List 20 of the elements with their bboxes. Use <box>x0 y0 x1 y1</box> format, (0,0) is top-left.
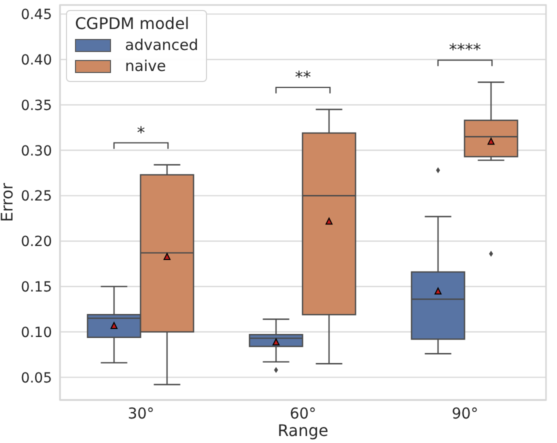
y-tick-label: 0.25 <box>20 188 52 205</box>
y-axis-title: Error <box>0 182 17 222</box>
legend-label: naive <box>124 57 167 75</box>
annotation: **** <box>449 40 481 60</box>
x-tick-label: 60° <box>290 404 316 423</box>
legend-label: advanced <box>124 36 198 54</box>
x-tick-label: 90° <box>452 404 478 423</box>
y-tick-label: 0.15 <box>20 279 52 296</box>
y-tick-label: 0.40 <box>20 52 52 68</box>
y-tick-label: 0.30 <box>20 143 52 160</box>
annotation: ** <box>295 67 311 86</box>
y-tick-label: 0.45 <box>20 7 52 24</box>
y-tick-label: 0.10 <box>20 324 52 341</box>
x-tick-label: 30° <box>128 404 154 423</box>
legend-title: CGPDM model <box>75 14 190 33</box>
y-tick-label: 0.05 <box>20 370 52 386</box>
y-tick-label: 0.20 <box>20 234 52 250</box>
y-tick-label: 0.35 <box>20 98 52 114</box>
x-axis-title: Range <box>278 421 328 440</box>
annotation: * <box>137 122 145 142</box>
